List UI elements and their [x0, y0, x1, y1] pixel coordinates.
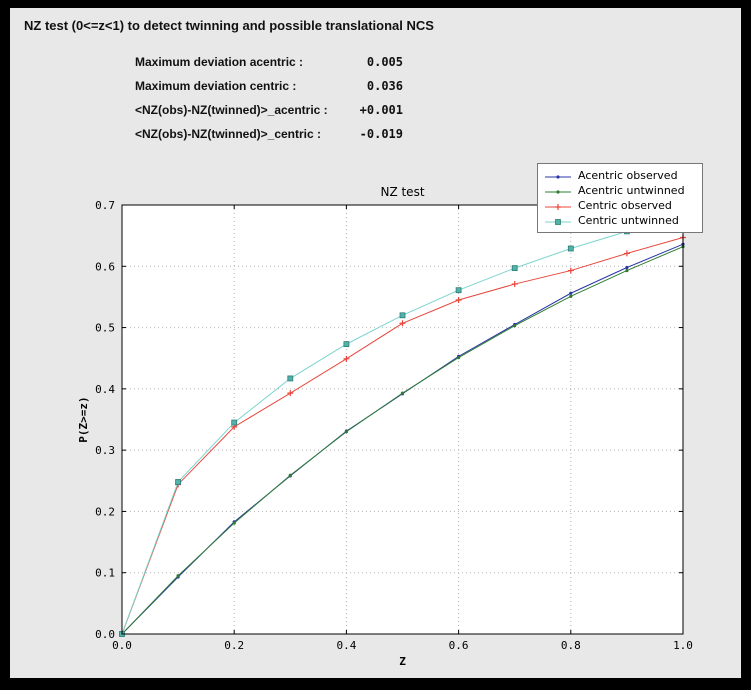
- stat-label-max-dev-acentric: Maximum deviation acentric :: [135, 55, 304, 69]
- stat-label-nz-diff-centric: <NZ(obs)-NZ(twinned)>_centric :: [135, 127, 322, 141]
- stat-row: <NZ(obs)-NZ(twinned)>_centric : -0.019: [135, 124, 535, 148]
- svg-text:0.2: 0.2: [224, 639, 244, 652]
- plot-window-panel: NZ test (0<=z<1) to detect twinning and …: [10, 8, 741, 678]
- legend-line-marker-icon: [544, 185, 572, 197]
- stat-row: <NZ(obs)-NZ(twinned)>_acentric : +0.001: [135, 100, 535, 124]
- legend-label: Acentric observed: [578, 169, 678, 182]
- svg-text:0.0: 0.0: [95, 628, 115, 641]
- nz-test-chart: 0.0 0.2 0.4 0.6 0.8 1.0 0.0 0.1 0.2 0.3 0.4 0.5 0.6 0…: [77, 185, 693, 668]
- svg-text:0.7: 0.7: [95, 199, 115, 212]
- svg-text:0.4: 0.4: [95, 383, 115, 396]
- stat-value-nz-diff-centric: -0.019: [359, 127, 403, 141]
- svg-text:0.5: 0.5: [95, 322, 115, 335]
- stat-value-nz-diff-acentric: +0.001: [359, 103, 403, 117]
- svg-text:1.0: 1.0: [673, 639, 693, 652]
- svg-text:0.6: 0.6: [449, 639, 469, 652]
- svg-text:0.8: 0.8: [561, 639, 581, 652]
- legend-label: Centric untwinned: [578, 214, 679, 227]
- legend-item-centric-untwinned: Centric untwinned: [544, 213, 696, 228]
- stats-block: Maximum deviation acentric : 0.005 Maxim…: [135, 52, 535, 148]
- stat-row: Maximum deviation centric : 0.036: [135, 76, 535, 100]
- svg-text:0.1: 0.1: [95, 567, 115, 580]
- svg-text:0.2: 0.2: [95, 505, 115, 518]
- legend-label: Acentric untwinned: [578, 184, 685, 197]
- stat-row: Maximum deviation acentric : 0.005: [135, 52, 535, 76]
- legend-line-marker-icon: [544, 170, 572, 182]
- svg-text:0.0: 0.0: [112, 639, 132, 652]
- chart-legend: Acentric observed Acentric untwinned Cen…: [537, 163, 703, 233]
- stat-value-max-dev-acentric: 0.005: [366, 55, 403, 69]
- legend-item-acentric-untwinned: Acentric untwinned: [544, 183, 696, 198]
- legend-item-centric-observed: Centric observed: [544, 198, 696, 213]
- legend-item-acentric-observed: Acentric observed: [544, 168, 696, 183]
- stat-label-nz-diff-acentric: <NZ(obs)-NZ(twinned)>_acentric :: [135, 103, 328, 117]
- svg-text:P(Z>=z): P(Z>=z): [77, 396, 90, 442]
- svg-text:NZ test: NZ test: [380, 185, 424, 199]
- legend-label: Centric observed: [578, 199, 672, 212]
- stat-value-max-dev-centric: 0.036: [366, 79, 403, 93]
- legend-line-marker-icon: [544, 200, 572, 212]
- page-title: NZ test (0<=z<1) to detect twinning and …: [24, 18, 434, 33]
- svg-text:0.3: 0.3: [95, 444, 115, 457]
- svg-text:Z: Z: [399, 655, 406, 668]
- legend-line-marker-icon: [544, 215, 572, 227]
- stat-label-max-dev-centric: Maximum deviation centric :: [135, 79, 297, 93]
- svg-text:0.4: 0.4: [336, 639, 356, 652]
- svg-text:0.6: 0.6: [95, 260, 115, 273]
